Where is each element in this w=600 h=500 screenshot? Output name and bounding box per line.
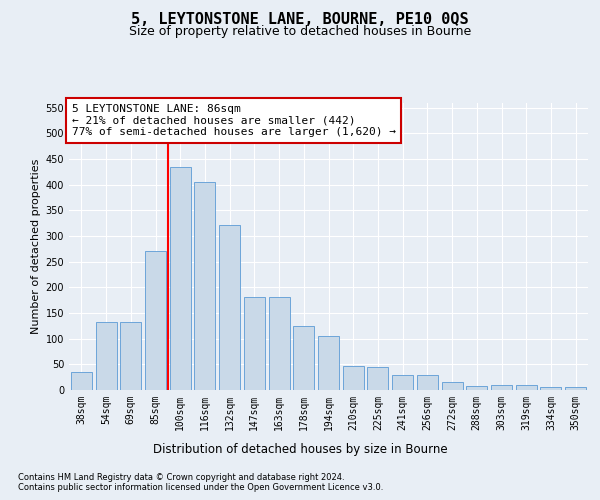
Bar bbox=[194, 182, 215, 390]
Bar bbox=[219, 224, 240, 390]
Text: Contains HM Land Registry data © Crown copyright and database right 2024.: Contains HM Land Registry data © Crown c… bbox=[18, 472, 344, 482]
Text: Distribution of detached houses by size in Bourne: Distribution of detached houses by size … bbox=[152, 442, 448, 456]
Bar bbox=[269, 296, 290, 390]
Y-axis label: Number of detached properties: Number of detached properties bbox=[31, 158, 41, 334]
Bar bbox=[541, 388, 562, 390]
Text: 5, LEYTONSTONE LANE, BOURNE, PE10 0QS: 5, LEYTONSTONE LANE, BOURNE, PE10 0QS bbox=[131, 12, 469, 28]
Bar bbox=[466, 386, 487, 390]
Bar bbox=[318, 336, 339, 390]
Bar bbox=[71, 372, 92, 390]
Bar bbox=[170, 166, 191, 390]
Bar bbox=[442, 382, 463, 390]
Text: Contains public sector information licensed under the Open Government Licence v3: Contains public sector information licen… bbox=[18, 484, 383, 492]
Bar bbox=[293, 326, 314, 390]
Bar bbox=[565, 388, 586, 390]
Bar bbox=[417, 374, 438, 390]
Bar bbox=[244, 296, 265, 390]
Bar bbox=[95, 322, 116, 390]
Bar bbox=[392, 374, 413, 390]
Bar bbox=[491, 385, 512, 390]
Text: Size of property relative to detached houses in Bourne: Size of property relative to detached ho… bbox=[129, 25, 471, 38]
Bar bbox=[516, 385, 537, 390]
Bar bbox=[367, 367, 388, 390]
Bar bbox=[120, 322, 141, 390]
Text: 5 LEYTONSTONE LANE: 86sqm
← 21% of detached houses are smaller (442)
77% of semi: 5 LEYTONSTONE LANE: 86sqm ← 21% of detac… bbox=[71, 104, 395, 137]
Bar bbox=[145, 252, 166, 390]
Bar bbox=[343, 366, 364, 390]
